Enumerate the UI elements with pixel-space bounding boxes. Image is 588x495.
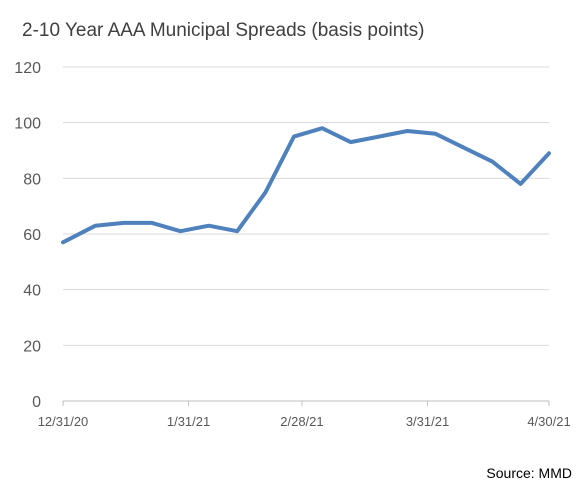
y-tick-label: 80	[23, 171, 41, 188]
x-tick-label: 1/31/21	[167, 414, 210, 429]
x-tick-label: 3/31/21	[406, 414, 449, 429]
y-tick-label: 20	[23, 338, 41, 355]
y-tick-label: 60	[23, 227, 41, 244]
series-line	[61, 126, 551, 245]
gridlines	[63, 66, 549, 346]
source-note: Source: MMD	[486, 465, 572, 481]
chart-title: 2-10 Year AAA Municipal Spreads (basis p…	[22, 20, 425, 41]
series-layer	[61, 126, 551, 245]
y-tick-label: 100	[14, 116, 41, 133]
axes	[62, 400, 550, 406]
tick-labels: 0 20 40 60 80 100 120 12/31/20 1/31/21 2/28/21 3/3…	[14, 60, 570, 429]
x-tick-label: 12/31/20	[38, 414, 89, 429]
y-tick-label: 40	[23, 283, 41, 300]
y-tick-label: 0	[32, 394, 41, 411]
x-tick-label: 2/28/21	[280, 414, 323, 429]
y-tick-label: 120	[14, 60, 41, 77]
x-tick-label: 4/30/21	[527, 414, 570, 429]
